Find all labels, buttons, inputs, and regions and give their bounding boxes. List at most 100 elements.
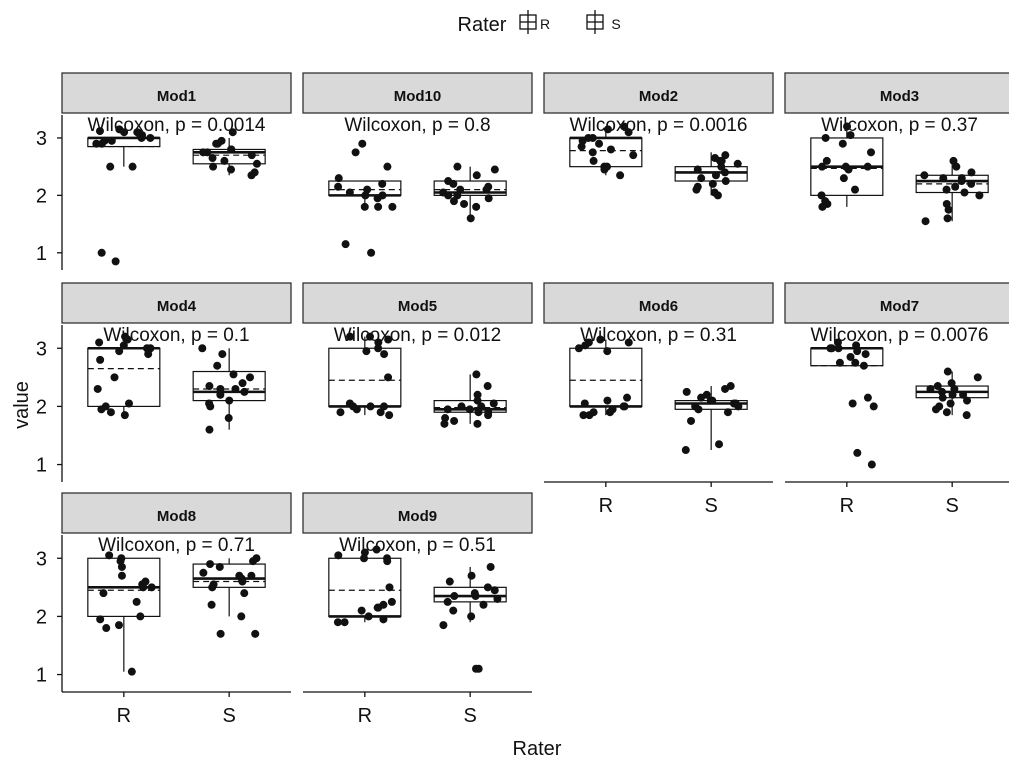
data-point xyxy=(366,402,375,411)
y-tick-label: 2 xyxy=(36,396,47,418)
data-point xyxy=(581,341,590,350)
box-S xyxy=(915,367,989,420)
data-point xyxy=(216,384,225,393)
y-tick-label: 2 xyxy=(36,185,47,207)
data-point xyxy=(574,344,583,353)
wilcoxon-annotation: Wilcoxon, p = 0.0076 xyxy=(811,325,989,346)
wilcoxon-annotation: Wilcoxon, p = 0.37 xyxy=(821,115,978,136)
x-tick-label: S xyxy=(222,705,235,727)
y-tick-label: 1 xyxy=(36,455,47,477)
data-point xyxy=(383,162,392,171)
y-tick-label: 2 xyxy=(36,606,47,628)
data-point xyxy=(449,179,458,188)
data-point xyxy=(943,214,952,223)
data-point xyxy=(385,411,394,420)
data-point xyxy=(975,191,984,200)
data-point xyxy=(853,448,862,457)
data-point xyxy=(967,168,976,177)
data-point xyxy=(120,128,129,137)
data-point xyxy=(944,205,953,214)
data-point xyxy=(439,621,448,630)
data-point xyxy=(821,133,830,142)
data-point xyxy=(450,416,459,425)
facet-Mod2: Mod2 Wilcoxon, p = 0.0016 xyxy=(543,72,774,200)
data-point xyxy=(449,606,458,615)
data-point xyxy=(616,171,625,180)
data-point xyxy=(205,382,214,391)
data-point xyxy=(358,139,367,148)
data-point xyxy=(931,405,940,414)
data-point xyxy=(352,405,361,414)
data-point xyxy=(603,125,612,134)
x-tick-label: S xyxy=(463,705,476,727)
data-point xyxy=(846,352,855,361)
x-tick-label: R xyxy=(117,705,131,727)
data-point xyxy=(697,393,706,402)
data-point xyxy=(106,162,115,171)
data-point xyxy=(357,606,366,615)
facet-title: Mod3 xyxy=(880,88,919,105)
legend-key-S xyxy=(586,10,604,34)
data-point xyxy=(863,162,872,171)
data-point xyxy=(199,568,208,577)
data-point xyxy=(859,361,868,370)
data-point xyxy=(366,332,375,341)
data-point xyxy=(247,151,256,160)
data-point xyxy=(952,162,961,171)
data-point xyxy=(577,142,586,151)
data-point xyxy=(351,148,360,157)
box-R xyxy=(87,125,161,266)
data-point xyxy=(493,594,502,603)
box-S xyxy=(433,370,507,428)
data-point xyxy=(218,350,227,359)
data-point xyxy=(721,151,730,160)
data-point xyxy=(484,194,493,203)
data-point xyxy=(920,171,929,180)
box-S xyxy=(433,562,507,673)
data-point xyxy=(838,139,847,148)
data-point xyxy=(942,185,951,194)
data-point xyxy=(848,399,857,408)
data-point xyxy=(603,347,612,356)
box-S xyxy=(192,128,266,180)
legend-label-S: S xyxy=(611,16,620,32)
data-point xyxy=(147,583,156,592)
data-point xyxy=(921,217,930,226)
data-point xyxy=(441,414,450,423)
data-point xyxy=(629,151,638,160)
data-point xyxy=(119,341,128,350)
data-point xyxy=(360,554,369,563)
data-point xyxy=(367,248,376,257)
data-point xyxy=(939,174,948,183)
data-point xyxy=(95,338,104,347)
data-point xyxy=(117,571,126,580)
iqr-box xyxy=(674,166,748,182)
data-point xyxy=(851,185,860,194)
data-point xyxy=(943,367,952,376)
facet-Mod5: Mod5 Wilcoxon, p = 0.012 xyxy=(302,282,533,428)
data-point xyxy=(963,396,972,405)
x-tick-label: R xyxy=(599,495,613,517)
data-point xyxy=(708,179,717,188)
facet-panels: Mod1 Wilcoxon, p = 0.0014 1 2 3 Mod10 Wilcoxon… xyxy=(36,72,1009,727)
data-point xyxy=(345,188,354,197)
data-point xyxy=(933,382,942,391)
x-tick-label: R xyxy=(840,495,854,517)
data-point xyxy=(841,162,850,171)
data-point xyxy=(490,165,499,174)
data-point xyxy=(445,577,454,586)
data-point xyxy=(473,396,482,405)
facet-title: Mod7 xyxy=(880,298,919,315)
data-point xyxy=(483,583,492,592)
data-point xyxy=(385,583,394,592)
facet-Mod1: Mod1 Wilcoxon, p = 0.0014 1 2 3 xyxy=(36,72,292,270)
data-point xyxy=(238,379,247,388)
data-point xyxy=(111,257,120,266)
data-point xyxy=(360,202,369,211)
data-point xyxy=(444,191,453,200)
data-point xyxy=(380,350,389,359)
data-point xyxy=(474,664,483,673)
data-point xyxy=(213,361,222,370)
